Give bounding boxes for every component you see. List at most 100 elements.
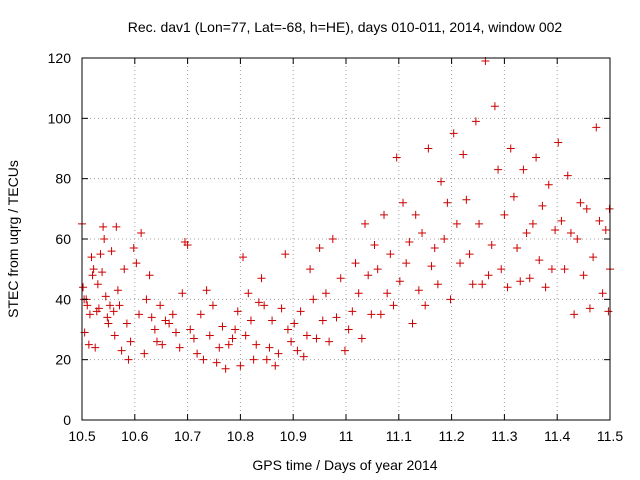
x-tick-label: 10.7 [174,428,201,444]
data-point [357,334,366,343]
data-point [585,304,594,313]
data-point [309,295,318,304]
data-point [239,253,248,262]
x-tick-label: 10.5 [68,428,95,444]
y-tick-label: 120 [48,50,72,66]
data-point [150,325,159,334]
data-point [99,222,108,231]
data-point [494,165,503,174]
data-point [340,346,349,355]
data-point [271,361,280,370]
data-point [244,289,253,298]
data-point [228,334,237,343]
data-point [459,150,468,159]
data-point [592,123,601,132]
data-point [265,343,274,352]
data-point [158,340,167,349]
data-point [471,117,480,126]
data-point [87,253,96,262]
data-point [370,241,379,250]
data-point [189,334,198,343]
data-point [293,346,302,355]
data-point [506,144,515,153]
data-point [241,331,250,340]
data-point [221,364,230,373]
data-point [579,271,588,280]
data-point [487,241,496,250]
data-point [252,340,261,349]
data-point [405,238,414,247]
data-point [249,355,258,364]
data-point [570,310,579,319]
data-point [137,228,146,237]
x-tick-label: 10.8 [227,428,254,444]
data-point [254,298,263,307]
data-point [257,274,266,283]
data-point [260,301,269,310]
data-point [500,210,509,219]
data-point [178,289,187,298]
x-tick-label: 11.1 [386,428,412,444]
data-point [544,180,553,189]
y-axis-label: STEC from uqrg / TECUs [5,160,21,318]
data-point [478,280,487,289]
data-point [135,310,144,319]
data-point [287,337,296,346]
data-point [103,313,112,322]
data-point [408,319,417,328]
data-point [262,355,271,364]
data-point [399,198,408,207]
data-point [98,268,107,277]
data-point [538,201,547,210]
data-point [513,244,522,253]
data-point [202,286,211,295]
data-point [449,129,458,138]
data-point [196,310,205,319]
data-point [152,337,161,346]
chart-title: Rec. dav1 (Lon=77, Lat=-68, h=HE), days … [128,19,563,35]
data-point [364,271,373,280]
y-tick-label: 80 [55,171,71,187]
data-point [233,307,242,316]
data-point [115,301,124,310]
data-point [186,325,195,334]
data-point [96,250,105,259]
data-point [231,325,240,334]
data-point [109,307,118,316]
data-point [351,259,360,268]
data-point [462,195,471,204]
x-tick-label: 11 [339,428,354,444]
y-tick-label: 0 [63,412,71,428]
data-point [605,204,614,213]
data-point [456,259,465,268]
data-point [140,349,149,358]
data-point [551,225,560,234]
data-point [535,256,544,265]
data-point [522,228,531,237]
data-point [402,259,411,268]
data-point [104,319,113,328]
data-point [392,153,401,162]
y-tick-label: 100 [48,110,72,126]
data-point [566,228,575,237]
data-point [373,265,382,274]
data-point [122,319,131,328]
data-point [165,319,174,328]
data-point [107,247,116,256]
data-point [344,325,353,334]
data-point [147,313,156,322]
x-tick-label: 10.6 [121,428,148,444]
data-point [94,304,103,313]
data-point [604,307,613,316]
data-point [557,216,566,225]
data-point [541,283,550,292]
data-point [424,144,433,153]
data-point [383,289,392,298]
data-point [452,219,461,228]
data-point [497,265,506,274]
data-point [218,322,227,331]
data-point [283,325,292,334]
data-point [437,177,446,186]
data-point [281,250,290,259]
